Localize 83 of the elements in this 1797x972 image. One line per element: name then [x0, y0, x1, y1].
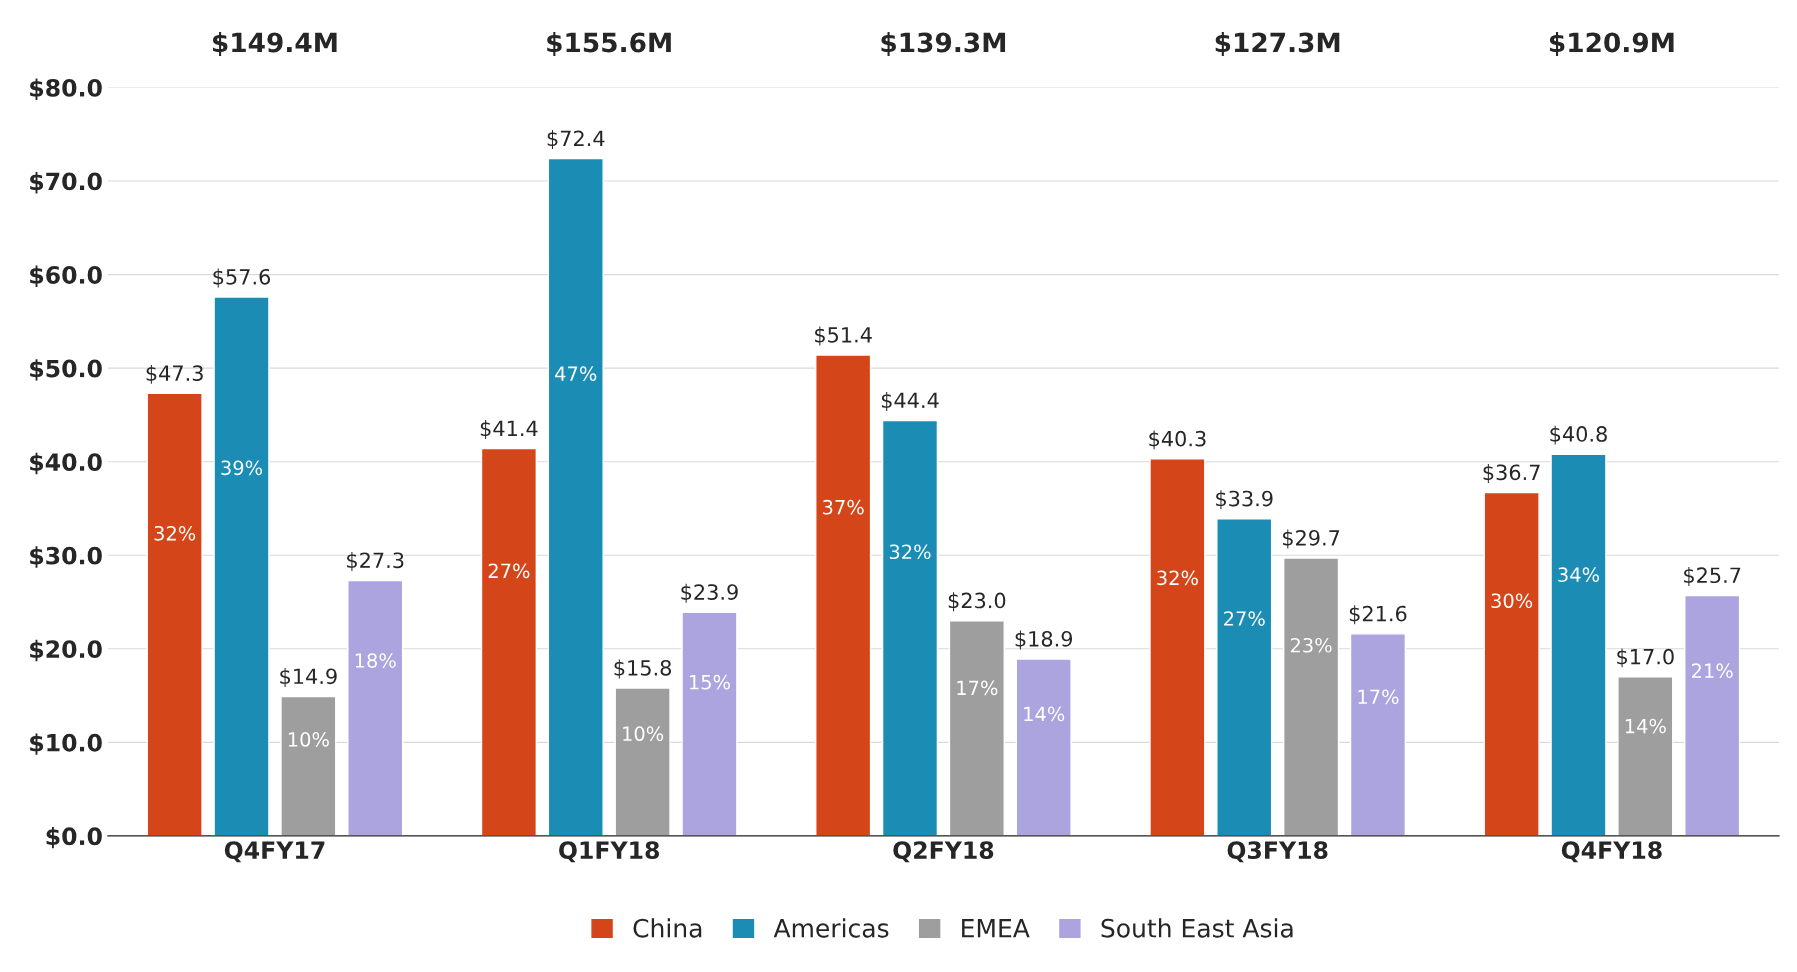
data-label: $40.8: [1550, 425, 1607, 445]
data-label: $23.0: [948, 592, 1006, 612]
data-label: $15.8: [614, 659, 671, 679]
y-tick-label: $30.0: [30, 546, 102, 568]
data-label: $47.3: [146, 364, 203, 384]
data-label: $51.4: [815, 326, 872, 346]
x-tick-label: Q4FY17: [224, 841, 325, 863]
legend-label: Americas: [773, 918, 889, 938]
annotation: 37%: [823, 499, 864, 515]
bar: [547, 157, 604, 836]
data-label: $25.7: [1684, 566, 1741, 586]
data-label: $40.3: [1149, 430, 1206, 450]
bar: [881, 419, 939, 836]
bar: [1684, 594, 1741, 836]
annotation: 14%: [1024, 706, 1065, 722]
y-tick-label: $20.0: [30, 639, 102, 662]
data-label: $29.7: [1283, 529, 1340, 549]
bar: [280, 695, 337, 836]
data-label: $72.4: [547, 130, 605, 149]
text: $120.9M: [1549, 32, 1674, 56]
bar: [347, 579, 404, 836]
annotation: 17%: [957, 680, 998, 696]
bar: [948, 620, 1005, 836]
data-label: $44.4: [881, 392, 939, 411]
annotation: 30%: [1491, 593, 1533, 609]
annotation: 39%: [221, 460, 263, 476]
bar: [1483, 491, 1540, 836]
text: $149.4M: [212, 32, 337, 56]
text: $155.6M: [547, 32, 671, 56]
y-tick-label: $70.0: [30, 172, 102, 194]
annotation: 23%: [1290, 637, 1332, 653]
data-label: $27.3: [347, 552, 404, 571]
bar: [681, 611, 738, 836]
bar: [815, 354, 872, 836]
text: $139.3M: [881, 32, 1006, 56]
bar: [1617, 676, 1674, 836]
x-tick-label: Q4FY18: [1561, 841, 1662, 863]
data-label: $57.6: [213, 268, 271, 288]
y-tick-label: $0.0: [46, 826, 102, 849]
annotation: 27%: [488, 563, 530, 579]
y-tick-label: $50.0: [30, 359, 102, 381]
annotation: 18%: [355, 653, 396, 668]
bar: [1015, 658, 1072, 836]
annotation: 15%: [689, 674, 730, 690]
annotation: 27%: [1224, 611, 1265, 626]
bar: [1349, 633, 1407, 836]
annotation: 32%: [154, 525, 196, 541]
legend-label: South East Asia: [1101, 918, 1293, 938]
y-tick-label: $60.0: [30, 265, 102, 288]
data-label: $41.4: [480, 420, 538, 439]
x-tick-label: Q3FY18: [1227, 841, 1328, 863]
y-tick-label: $10.0: [30, 733, 102, 755]
bar: [1550, 453, 1607, 836]
x-tick-label: Q2FY18: [893, 841, 994, 863]
bar: [1149, 458, 1206, 836]
bar: [1282, 557, 1340, 836]
annotation: 32%: [889, 544, 931, 560]
annotation: 47%: [555, 366, 597, 381]
y-tick-label: $40.0: [30, 452, 102, 475]
annotation: 21%: [1692, 663, 1733, 679]
data-label: $23.9: [681, 583, 738, 603]
legend-label: EMEA: [962, 919, 1030, 938]
annotation: 32%: [1157, 570, 1198, 586]
data-label: $17.0: [1617, 648, 1674, 668]
legend-label: China: [633, 918, 702, 938]
bar: [146, 392, 203, 836]
annotation: 34%: [1558, 567, 1600, 582]
data-label: $21.6: [1349, 605, 1407, 625]
y-tick-label: $80.0: [30, 78, 102, 100]
data-label: $14.9: [280, 668, 337, 687]
data-label: $18.9: [1015, 630, 1073, 650]
text: $127.3M: [1215, 32, 1340, 56]
bar: [480, 447, 538, 836]
annotation: 14%: [1625, 718, 1666, 734]
annotation: 17%: [1358, 689, 1399, 705]
data-label: $33.9: [1216, 490, 1273, 510]
bar: [1216, 518, 1273, 836]
annotation: 10%: [623, 726, 664, 742]
bar: [213, 296, 270, 836]
bar: [614, 687, 671, 836]
annotation: 10%: [288, 732, 329, 747]
x-tick-label: Q1FY18: [559, 841, 660, 863]
data-label: $36.7: [1483, 464, 1540, 483]
